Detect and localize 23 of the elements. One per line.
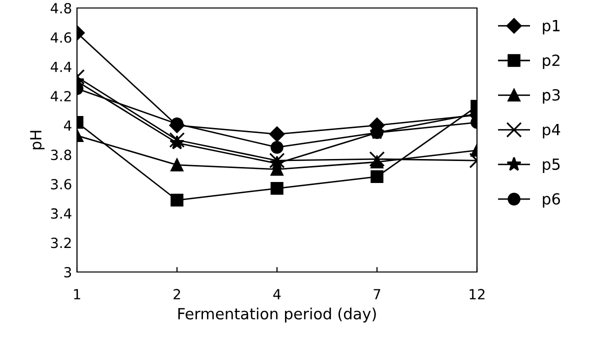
legend-label: p6: [542, 193, 560, 208]
x-tick-label: 1: [74, 289, 80, 300]
y-tick-label: 4.4: [50, 62, 72, 72]
y-tick-label: 3.6: [51, 178, 72, 190]
legend-label: p5: [542, 158, 560, 173]
legend-label: p3: [542, 89, 560, 104]
y-tick-label: 3.2: [51, 238, 71, 248]
legend-label: p1: [542, 20, 560, 34]
y-axis-title: pH: [30, 130, 44, 150]
y-tick-label: 3: [64, 266, 72, 278]
x-tick-label: 4: [273, 289, 281, 300]
y-tick-label: 4.8: [50, 2, 72, 14]
y-tick-label: 4.6: [50, 32, 72, 43]
x-tick-label: 7: [374, 289, 380, 300]
y-tick-label: 3.4: [51, 208, 72, 219]
x-tick-label: 12: [470, 288, 484, 300]
x-tick-label: 2: [174, 288, 180, 300]
legend-label: p4: [542, 124, 560, 138]
y-tick-label: 4: [64, 120, 72, 131]
y-tick-label: 3.8: [51, 150, 72, 160]
y-tick-label: 4.2: [50, 90, 71, 102]
legend-label: p2: [542, 54, 560, 70]
x-axis-title: Fermentation period (day): [178, 308, 376, 322]
